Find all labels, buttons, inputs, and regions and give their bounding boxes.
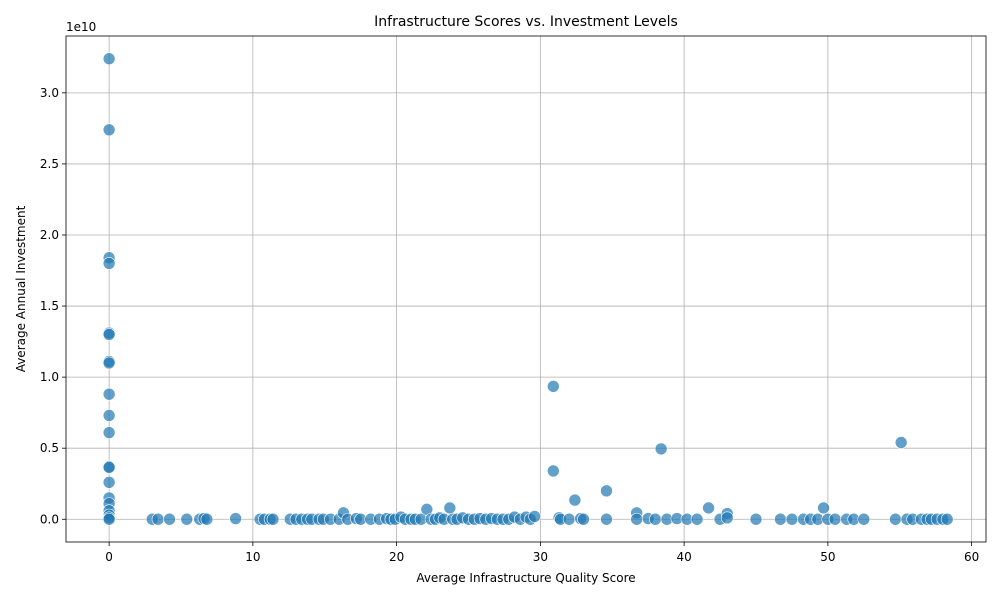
x-tick-label: 10 [245, 550, 260, 564]
data-point [528, 510, 541, 523]
data-point [889, 512, 902, 526]
x-tick-label: 40 [676, 550, 691, 564]
points-layer [102, 52, 954, 526]
data-point [200, 512, 214, 526]
y-tick-label: 2.5 [40, 157, 59, 171]
data-point [163, 512, 176, 526]
x-tick-label: 50 [820, 550, 835, 564]
data-point [600, 484, 613, 498]
data-point [857, 512, 871, 526]
data-point [102, 387, 116, 401]
data-point [547, 464, 560, 478]
data-point [562, 512, 576, 526]
data-point [102, 461, 116, 474]
grid-layer [66, 36, 986, 542]
data-point [151, 512, 165, 526]
y-tick-label: 1.5 [40, 299, 59, 313]
data-point [940, 512, 954, 526]
data-point [749, 512, 763, 526]
data-point [229, 512, 242, 525]
data-point [180, 512, 194, 526]
data-point [102, 426, 116, 439]
data-point [102, 356, 116, 370]
data-point [785, 512, 799, 526]
data-point [443, 501, 457, 515]
data-point [547, 380, 560, 393]
data-point [102, 257, 116, 270]
data-point [568, 493, 582, 507]
x-tick-label: 30 [533, 550, 548, 564]
y-tick-label: 3.0 [40, 86, 59, 100]
data-point [102, 52, 116, 66]
data-point [720, 511, 734, 525]
y-axis-label: Average Annual Investment [14, 205, 28, 372]
data-point [102, 123, 116, 137]
data-point [649, 512, 662, 526]
data-point [102, 409, 116, 422]
data-point [600, 512, 613, 526]
y-ticks: 0.0 0.5 1.0 1.5 2.0 2.5 3.0 [40, 86, 66, 526]
y-tick-label: 1.0 [40, 370, 59, 384]
x-axis-label: Average Infrastructure Quality Score [416, 571, 635, 585]
data-point [817, 501, 830, 515]
data-point [630, 512, 643, 526]
y-tick-label: 2.0 [40, 228, 59, 242]
x-tick-label: 20 [389, 550, 404, 564]
plot-frame [65, 35, 987, 543]
data-point [774, 512, 787, 526]
y-tick-label: 0.0 [40, 512, 59, 526]
data-point [577, 512, 590, 526]
data-point [102, 476, 116, 489]
data-point [654, 442, 668, 456]
data-point [102, 512, 116, 526]
data-point [894, 436, 908, 449]
x-tick-label: 60 [964, 550, 979, 564]
y-tick-label: 0.5 [40, 441, 59, 455]
data-point [690, 512, 704, 526]
data-point [266, 512, 280, 526]
data-point [828, 512, 842, 526]
x-ticks: 0 10 20 30 40 50 60 [105, 542, 979, 564]
data-point [702, 501, 715, 515]
x-tick-label: 0 [105, 550, 113, 564]
data-point [102, 328, 116, 341]
chart-title: Infrastructure Scores vs. Investment Lev… [374, 14, 678, 30]
y-offset-label: 1e10 [66, 20, 96, 34]
